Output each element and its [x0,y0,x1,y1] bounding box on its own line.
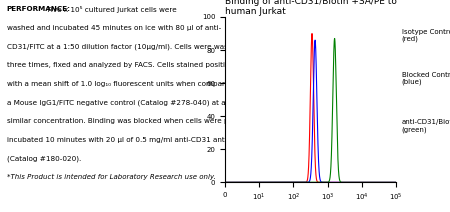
Text: similar concentration. Binding was blocked when cells were pre: similar concentration. Binding was block… [7,118,235,124]
Text: Isotype Control
(red): Isotype Control (red) [402,29,450,42]
Text: Blocked Control
(blue): Blocked Control (blue) [402,71,450,85]
Text: *This Product is intended for Laboratory Research use only.: *This Product is intended for Laboratory… [7,174,216,180]
Text: CD31/FITC at a 1:50 dilution factor (10µg/ml). Cells were washed: CD31/FITC at a 1:50 dilution factor (10µ… [7,44,241,50]
Text: anti-CD31/Biotin
(green): anti-CD31/Biotin (green) [402,120,450,133]
Text: Five x 10⁵ cultured Jurkat cells were: Five x 10⁵ cultured Jurkat cells were [45,6,176,13]
Text: (Catalog #180-020).: (Catalog #180-020). [7,156,81,162]
Text: with a mean shift of 1.0 log₁₀ fluorescent units when compared to: with a mean shift of 1.0 log₁₀ fluoresce… [7,81,243,87]
Text: a Mouse IgG1/FITC negative control (Catalog #278-040) at a: a Mouse IgG1/FITC negative control (Cata… [7,100,225,106]
Text: PERFORMANCE:: PERFORMANCE: [7,6,71,12]
Text: washed and incubated 45 minutes on ice with 80 µl of anti-: washed and incubated 45 minutes on ice w… [7,25,221,31]
Text: incubated 10 minutes with 20 µl of 0.5 mg/ml anti-CD31 antibody: incubated 10 minutes with 20 µl of 0.5 m… [7,137,244,143]
Text: Binding of anti-CD31/Biotin +SA/PE to
human Jurkat: Binding of anti-CD31/Biotin +SA/PE to hu… [225,0,397,16]
Text: three times, fixed and analyzed by FACS. Cells stained positive: three times, fixed and analyzed by FACS.… [7,62,233,68]
